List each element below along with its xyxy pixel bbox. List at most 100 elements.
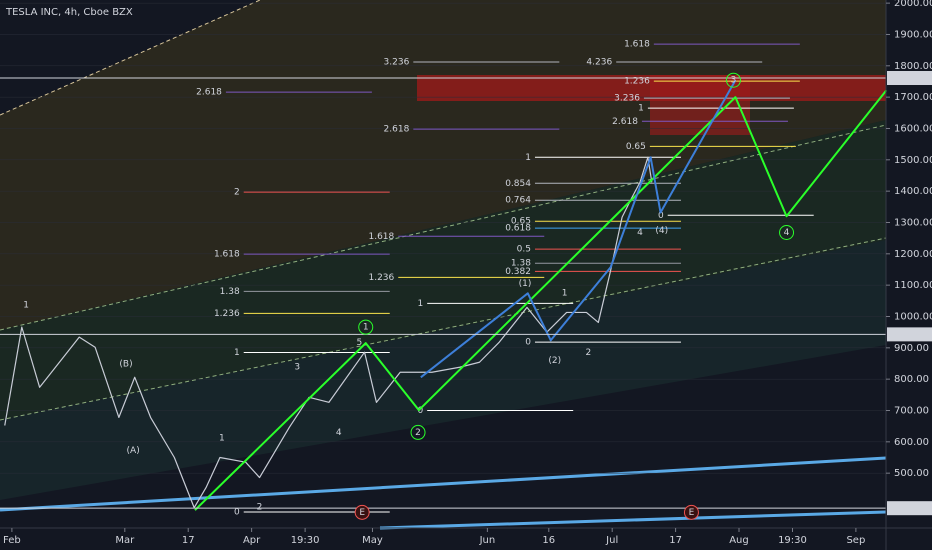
price-marker <box>887 327 932 342</box>
fib-label: 0.618 <box>505 224 531 234</box>
fib-label: 1.38 <box>511 259 531 269</box>
wave-label: (1) <box>519 279 532 289</box>
fib-label: 1 <box>417 299 423 309</box>
wave-label: (4) <box>655 226 668 236</box>
fib-label: 0.854 <box>505 179 531 189</box>
x-tick-label: Aug <box>729 535 749 546</box>
fib-label: 0 <box>417 406 423 416</box>
wave-circle <box>725 72 741 88</box>
fib-label: 1.618 <box>368 232 394 242</box>
y-tick-label: 1500.00 <box>894 155 932 166</box>
x-tick-label: May <box>362 535 383 546</box>
wave-label: (2) <box>548 356 561 366</box>
wave-label: 2 <box>415 428 421 438</box>
fib-label: 0 <box>658 211 664 221</box>
wave-label: 2 <box>257 503 263 513</box>
wave-label: 1 <box>23 301 29 311</box>
x-tick-label: 16 <box>542 535 555 546</box>
fib-label: 3.236 <box>614 94 640 104</box>
y-tick-label: 1700.00 <box>894 92 932 103</box>
price-marker-label: 1761.07 <box>892 73 932 84</box>
fib-label: 0.5 <box>517 245 531 255</box>
x-tick-label: Jul <box>605 535 618 546</box>
series-line <box>420 79 737 379</box>
wave-label: 3 <box>731 76 737 86</box>
x-tick-label: 19:30 <box>778 535 807 546</box>
wave-label: (A) <box>127 446 140 456</box>
wave-label: 1 <box>562 288 568 298</box>
trend-line <box>0 124 887 331</box>
y-tick-label: 500.00 <box>894 468 929 479</box>
y-tick-label: 1600.00 <box>894 123 932 134</box>
y-tick-label: 2000.00 <box>894 0 932 9</box>
wave-label: 1 <box>363 323 369 333</box>
trend-line <box>0 237 887 421</box>
y-tick-label: 700.00 <box>894 405 929 416</box>
y-tick-label: 600.00 <box>894 437 929 448</box>
wave-circle <box>683 504 699 520</box>
wave-circle <box>410 424 426 440</box>
y-tick-label: 1800.00 <box>894 61 932 72</box>
y-tick-label: 1000.00 <box>894 311 932 322</box>
fib-label: 3.236 <box>384 58 410 68</box>
y-tick-label: 1400.00 <box>894 186 932 197</box>
x-tick-label: Feb <box>3 535 21 546</box>
x-tick-label: 17 <box>669 535 682 546</box>
fib-label: 1.236 <box>214 309 240 319</box>
trend-line <box>379 510 887 530</box>
trend-line <box>0 0 261 116</box>
fib-label: 1.618 <box>624 40 650 50</box>
fib-label: 1.236 <box>368 273 394 283</box>
price-marker <box>887 71 932 86</box>
fib-label: 2 <box>234 188 240 198</box>
x-tick-label: 19:30 <box>291 535 320 546</box>
fib-label: 0.764 <box>505 196 531 206</box>
x-tick-label: Mar <box>115 535 135 546</box>
fib-label: 1.618 <box>214 250 240 260</box>
x-tick-label: 17 <box>182 535 195 546</box>
fib-label: 0 <box>525 338 531 348</box>
series-line <box>4 156 653 509</box>
fan-zone <box>0 120 886 420</box>
price-marker-label: 942.94 <box>892 329 927 340</box>
y-tick-label: 900.00 <box>894 343 929 354</box>
y-tick-label: 800.00 <box>894 374 929 385</box>
trend-line <box>0 456 887 512</box>
price-marker <box>887 501 932 516</box>
wave-circle <box>354 504 370 520</box>
wave-label: 4 <box>336 428 342 438</box>
chart-title: TESLA INC, 4h, Cboe BZX <box>5 7 133 18</box>
fib-label: 1.38 <box>220 287 240 297</box>
series-line <box>194 89 888 511</box>
wave-label: 5 <box>357 338 363 348</box>
y-tick-label: 1100.00 <box>894 280 932 291</box>
wave-label: E <box>359 508 365 518</box>
fib-label: 0.65 <box>511 217 531 227</box>
wave-label: 4 <box>637 228 643 238</box>
wave-circle <box>358 319 374 335</box>
fib-label: 0.382 <box>505 267 531 277</box>
wave-label: 4 <box>784 228 790 238</box>
fib-label: 1 <box>638 104 644 114</box>
fib-label: 4.236 <box>586 58 612 68</box>
y-tick-label: 1900.00 <box>894 29 932 40</box>
fib-label: 0.65 <box>626 142 646 152</box>
wave-label: 1 <box>219 433 225 443</box>
wave-label: (B) <box>119 360 132 370</box>
fib-label: 1 <box>525 153 531 163</box>
fib-label: 1 <box>234 348 240 358</box>
wave-circle <box>779 225 795 241</box>
fib-label: 0 <box>234 508 240 518</box>
fib-label: 2.618 <box>612 117 638 127</box>
x-tick-label: Jun <box>479 535 496 546</box>
fib-label: 1.236 <box>624 77 650 87</box>
x-tick-label: Apr <box>243 535 261 546</box>
y-tick-label: 1300.00 <box>894 217 932 228</box>
wave-label: E <box>689 508 695 518</box>
fib-label: 2.618 <box>196 88 222 98</box>
fib-label: 2.618 <box>384 125 410 135</box>
y-tick-label: 1200.00 <box>894 249 932 260</box>
wave-label: 2 <box>586 348 592 358</box>
price-marker-label: 388.24 <box>892 503 927 514</box>
